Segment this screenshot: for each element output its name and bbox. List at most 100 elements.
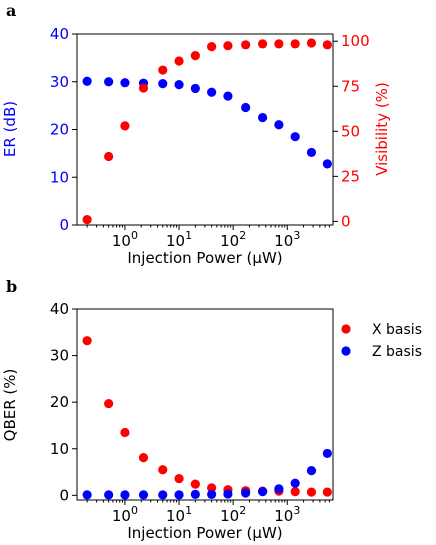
z-basis-data-point: [190, 489, 200, 500]
panel-b-x-tick-label: 100: [112, 504, 138, 525]
er-data-point: [158, 79, 168, 89]
visibility-data-point: [104, 151, 114, 162]
er-data-point: [82, 76, 92, 86]
panel-a-x-tick-label: 103: [274, 229, 300, 250]
panel-a-y-axis-title-left: ER (dB): [1, 101, 19, 157]
x-basis-data-point: [322, 487, 332, 497]
panel-b-y-tick-label: 20: [50, 393, 69, 411]
panel-b: b 100 101 102 103 0 10 20 30 40 Injection Power…: [1, 277, 422, 542]
panel-b-y-tick-label: 30: [50, 347, 69, 365]
visibility-data-point: [306, 38, 317, 48]
legend-label-x-basis: X basis: [372, 322, 422, 338]
panel-a-data-points: [82, 38, 332, 225]
legend-marker-z-basis: [341, 346, 351, 356]
panel-b-y-tick-label: 0: [59, 486, 69, 504]
panel-a-label: a: [6, 1, 16, 20]
panel-a-y-ticks-right: 0 25 50 75 100: [333, 32, 370, 230]
er-data-point: [190, 83, 200, 94]
visibility-data-point: [274, 39, 284, 49]
z-basis-data-point: [158, 490, 168, 500]
panel-b-x-tick-label: 102: [220, 504, 246, 525]
x-basis-data-point: [138, 453, 149, 463]
panel-a-y-right-tick-label: 50: [341, 122, 360, 140]
panel-b-x-tick-label: 103: [274, 504, 300, 525]
visibility-data-point: [82, 214, 92, 225]
z-basis-data-point: [223, 489, 233, 499]
panel-a: a 100 101 102 103 0 10 20 30 40 0 25 50 75 100 Inje…: [1, 1, 391, 267]
z-basis-data-point: [104, 490, 114, 500]
er-data-point: [306, 147, 317, 158]
panel-b-label: b: [6, 277, 17, 296]
visibility-data-point: [174, 56, 184, 66]
er-data-point: [258, 112, 268, 123]
panel-a-y-axis-title-right: Visibility (%): [373, 82, 391, 176]
er-data-point: [241, 102, 251, 113]
er-data-point: [322, 159, 332, 169]
panel-a-y-right-tick-label: 25: [341, 167, 360, 185]
legend-label-z-basis: Z basis: [372, 344, 422, 360]
z-basis-data-point: [322, 448, 332, 459]
z-basis-data-point: [138, 490, 149, 500]
er-data-point: [104, 77, 114, 87]
panel-a-y-right-tick-label: 75: [341, 77, 360, 95]
panel-a-y-left-tick-label: 0: [59, 216, 69, 234]
panel-b-x-ticks: 100 101 102 103: [86, 500, 330, 525]
visibility-data-point: [138, 83, 149, 93]
x-basis-data-point: [190, 479, 200, 489]
x-basis-data-point: [104, 398, 114, 409]
panel-b-y-axis-title: QBER (%): [1, 369, 19, 442]
visibility-data-point: [258, 39, 268, 49]
visibility-data-point: [290, 39, 300, 49]
panel-a-x-axis-title: Injection Power (μW): [127, 249, 282, 267]
z-basis-data-point: [120, 490, 130, 500]
visibility-data-point: [207, 42, 217, 52]
panel-a-y-left-tick-label: 40: [50, 25, 69, 43]
panel-b-y-tick-label: 40: [50, 300, 69, 318]
er-data-point: [174, 80, 184, 90]
z-basis-data-point: [274, 484, 284, 494]
panel-a-x-tick-label: 102: [220, 229, 246, 250]
z-basis-data-point: [306, 466, 317, 476]
er-data-point: [120, 78, 130, 88]
panel-b-plot-frame: [76, 308, 334, 501]
er-data-point: [207, 87, 217, 97]
panel-a-y-left-tick-label: 10: [50, 168, 69, 186]
panel-b-legend: X basis Z basis: [341, 322, 422, 360]
z-basis-data-point: [82, 490, 92, 500]
legend-marker-x-basis: [341, 324, 351, 334]
er-data-point: [290, 132, 300, 142]
x-basis-data-point: [82, 336, 92, 346]
panel-a-y-right-tick-label: 100: [341, 32, 370, 50]
er-data-point: [223, 91, 233, 101]
x-basis-data-point: [207, 483, 217, 493]
visibility-data-point: [158, 65, 168, 75]
panel-b-y-ticks: 0 10 20 30 40: [50, 300, 77, 504]
panel-a-y-ticks-left: 0 10 20 30 40: [50, 25, 77, 234]
panel-a-x-tick-label: 101: [166, 229, 192, 250]
z-basis-data-point: [207, 489, 217, 500]
panel-b-x-tick-label: 101: [166, 504, 192, 525]
panel-a-y-left-tick-label: 30: [50, 73, 69, 91]
panel-a-x-ticks: 100 101 102 103: [86, 225, 330, 250]
panel-a-plot-frame: [76, 33, 334, 226]
panel-b-data-points: [82, 336, 332, 500]
panel-b-y-tick-label: 10: [50, 440, 69, 458]
panel-a-y-left-tick-label: 20: [50, 121, 69, 139]
er-data-point: [274, 120, 284, 130]
visibility-data-point: [120, 121, 130, 131]
panel-b-x-axis-title: Injection Power (μW): [127, 524, 282, 542]
x-basis-data-point: [120, 427, 130, 438]
panel-a-y-right-tick-label: 0: [341, 212, 351, 230]
z-basis-data-point: [290, 478, 300, 488]
x-basis-data-point: [290, 487, 300, 497]
visibility-data-point: [223, 41, 233, 51]
visibility-data-point: [322, 40, 332, 50]
z-basis-data-point: [258, 487, 268, 497]
visibility-data-point: [241, 40, 251, 50]
visibility-data-point: [190, 51, 200, 61]
z-basis-data-point: [241, 488, 251, 498]
x-basis-data-point: [174, 473, 184, 484]
panel-a-x-tick-label: 100: [112, 229, 138, 250]
x-basis-data-point: [158, 465, 168, 475]
